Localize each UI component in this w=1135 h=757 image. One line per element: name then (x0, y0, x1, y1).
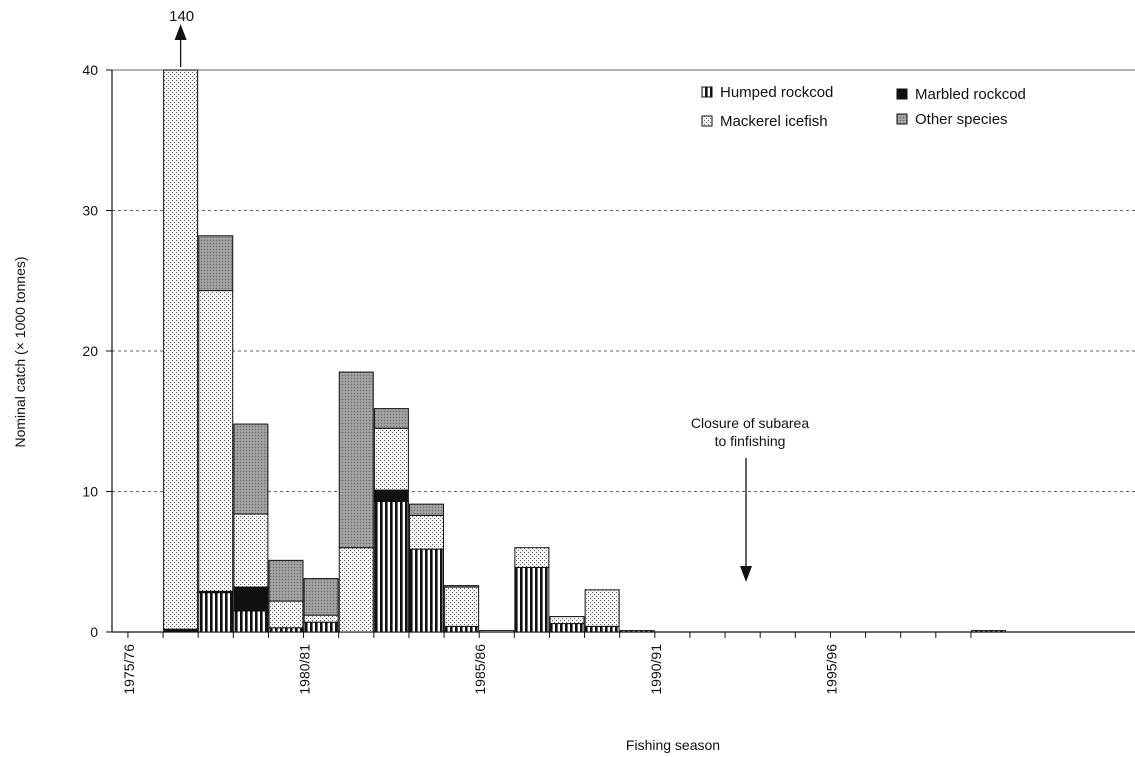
bar-segment (373, 489, 409, 502)
closure-annotation-line1: Closure of subarea (691, 415, 810, 431)
bar-segment (303, 614, 339, 623)
bar-segment (514, 547, 550, 568)
bar-segment (479, 630, 515, 633)
legend: Humped rockcod Marbled rockcod Mackerel ic… (701, 84, 1026, 130)
legend-swatch (701, 115, 713, 127)
legend-swatch (701, 86, 713, 98)
bar-segment (619, 630, 655, 633)
bar-segment (584, 625, 620, 633)
bar-segment (233, 610, 269, 633)
legend-label: Humped rockcod (720, 84, 833, 101)
bar-segment (444, 625, 480, 633)
bar-segment (338, 547, 374, 633)
bar-segment (444, 585, 480, 588)
x-tick-label: 1980/81 (297, 644, 313, 695)
bar-segment (549, 616, 585, 625)
bar-segment (233, 423, 269, 515)
y-tick-label: 0 (90, 624, 98, 640)
bars (163, 69, 1006, 633)
off-scale-value-label: 140 (169, 8, 194, 25)
x-tick-label: 1975/76 (121, 644, 137, 695)
legend-swatch (896, 88, 908, 100)
y-tick-label: 40 (82, 62, 98, 78)
bar-segment (163, 69, 199, 630)
bar-segment (198, 592, 234, 633)
bar-segment (549, 623, 585, 633)
bar-segment (409, 503, 444, 516)
bar-segment (971, 630, 1006, 633)
bar-segment (303, 621, 339, 633)
bar-segment (198, 290, 234, 592)
bar-segment (268, 559, 304, 602)
off-scale-arrow-head (174, 24, 187, 40)
legend-label: Other species (915, 111, 1008, 128)
bar-segment (233, 513, 269, 588)
bar-segment (303, 578, 339, 616)
x-axis-label: Fishing season (626, 737, 720, 753)
legend-label: Marbled rockcod (915, 86, 1026, 103)
y-tick-label: 20 (82, 343, 98, 359)
bar-segment (444, 586, 480, 627)
x-tick-label: 1990/91 (648, 644, 664, 695)
bar-segment (268, 600, 304, 629)
bar-segment (268, 627, 304, 633)
bar-segment (373, 408, 409, 429)
closure-annotation-line2: to finfishing (715, 433, 786, 449)
bar-segment (373, 427, 409, 491)
legend-label: Mackerel icefish (720, 113, 828, 130)
x-tick-label: 1985/86 (472, 644, 488, 695)
bar-segment (514, 566, 550, 633)
y-axis-label: Nominal catch (× 1000 tonnes) (12, 256, 28, 447)
bar-segment (338, 371, 374, 549)
x-tick-label: 1995/96 (823, 644, 839, 695)
bar-segment (373, 500, 409, 633)
gridlines (112, 69, 1135, 492)
bar-segment (409, 514, 444, 550)
annotations: 140 Closure of subarea to finfishing (169, 8, 809, 582)
legend-swatch (896, 113, 908, 125)
y-tick-label: 30 (82, 203, 98, 219)
y-tick-label: 10 (82, 484, 98, 500)
bar-segment (198, 235, 234, 292)
bar-segment (409, 548, 444, 633)
bar-segment (233, 586, 269, 612)
closure-arrow-head (740, 566, 752, 582)
bar-segment (584, 589, 620, 627)
